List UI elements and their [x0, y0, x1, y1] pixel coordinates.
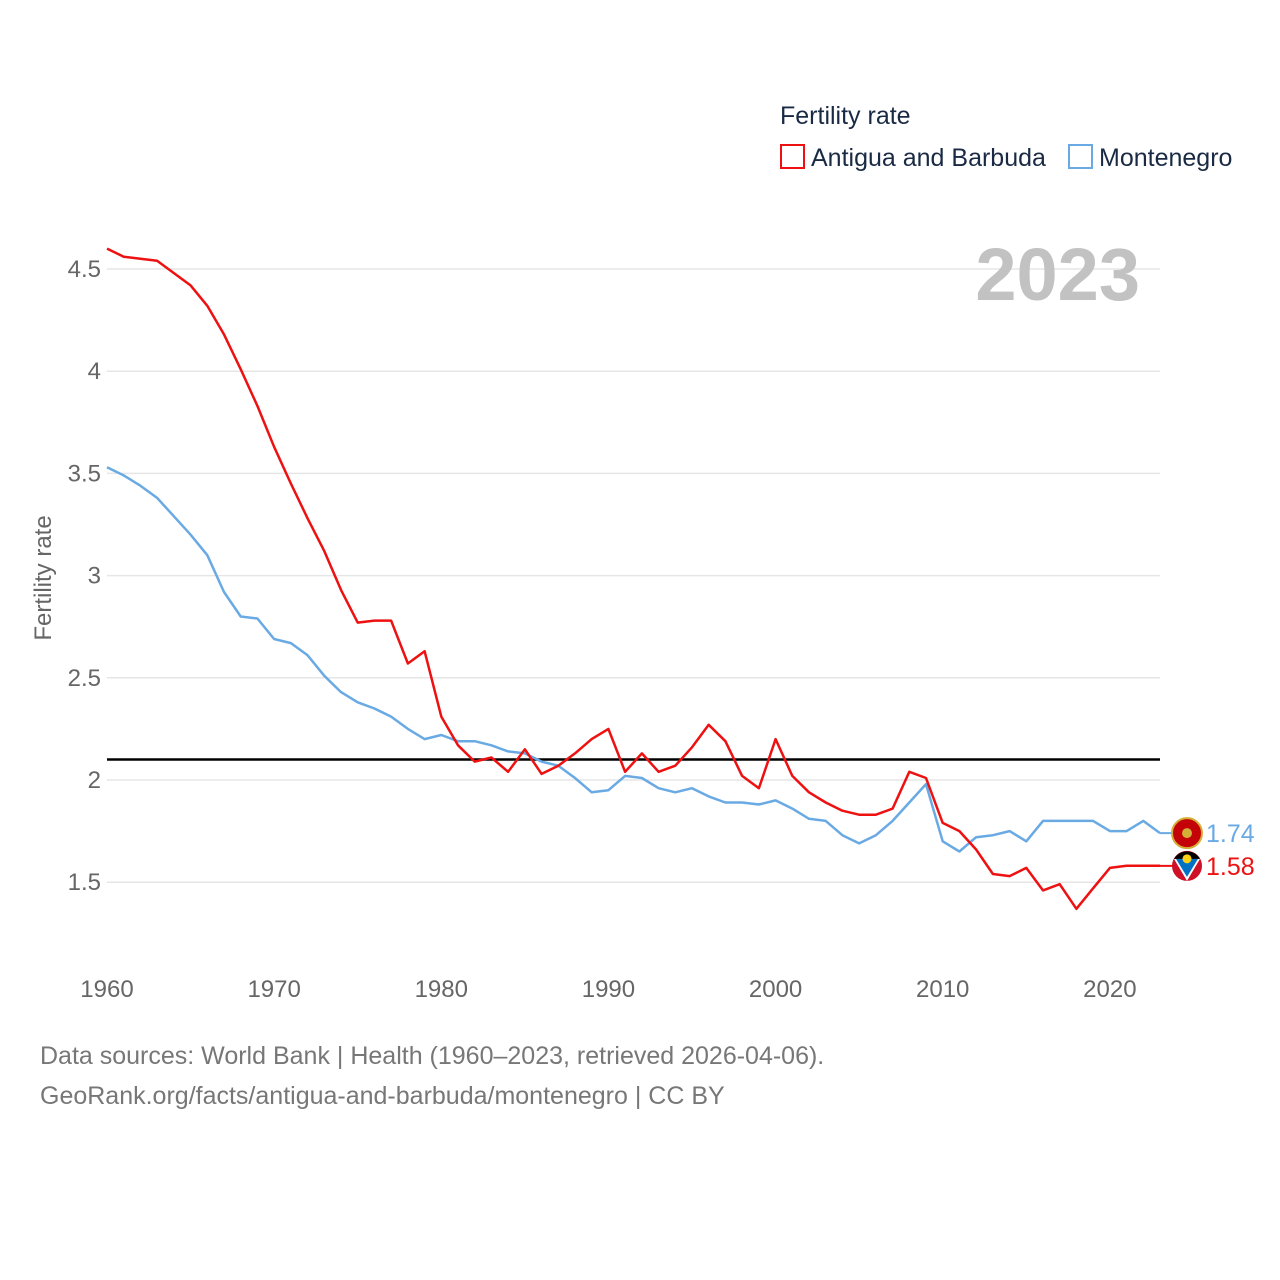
- end-value-label-montenegro: 1.74: [1206, 820, 1255, 848]
- series-line-montenegro[interactable]: [106, 466, 1161, 853]
- x-tick-label: 1990: [582, 976, 635, 1003]
- x-tick-label: 2010: [916, 976, 969, 1003]
- legend-label-montenegro: Montenegro: [1099, 144, 1232, 172]
- x-tick-label: 1960: [80, 976, 133, 1003]
- series-lines: [106, 247, 1161, 911]
- y-tick-label: 3.5: [68, 460, 101, 487]
- y-axis-title: Fertility rate: [30, 515, 57, 640]
- y-tick-label: 4: [88, 358, 101, 385]
- y-tick-label: 2.5: [68, 665, 101, 692]
- legend-title: Fertility rate: [780, 102, 911, 130]
- x-tick-label: 2020: [1083, 976, 1136, 1003]
- flag-icon-antigua-and-barbuda: [1172, 850, 1202, 881]
- legend-swatch-antigua-and-barbuda: [780, 144, 805, 169]
- gridlines: [107, 268, 1160, 883]
- legend-item-montenegro[interactable]: Montenegro: [1068, 144, 1232, 172]
- end-value-label-antigua-and-barbuda: 1.58: [1206, 853, 1255, 881]
- y-tick-label: 1.5: [68, 869, 101, 896]
- footer-attribution-line[interactable]: GeoRank.org/facts/antigua-and-barbuda/mo…: [40, 1082, 725, 1110]
- legend-swatch-montenegro: [1068, 144, 1093, 169]
- footer-source-line: Data sources: World Bank | Health (1960–…: [40, 1042, 825, 1070]
- x-tick-label: 2000: [749, 976, 802, 1003]
- y-tick-label: 2: [88, 767, 101, 794]
- legend: Fertility rate Antigua and Barbuda Monte…: [780, 102, 1232, 172]
- y-tick-label: 4.5: [68, 256, 101, 283]
- x-tick-label: 1970: [247, 976, 300, 1003]
- x-tick-label: 1980: [415, 976, 468, 1003]
- series-line-antigua-and-barbuda[interactable]: [106, 247, 1160, 911]
- flag-icon-montenegro: [1171, 817, 1203, 850]
- legend-label-antigua-and-barbuda: Antigua and Barbuda: [811, 144, 1046, 172]
- year-label: 2023: [975, 233, 1140, 316]
- fertility-rate-chart: 1.5 2 2.5 3 3.5 4 4.5 1960 1970 1980 1990 2000 2010…: [30, 102, 1255, 1003]
- series-end-markers: 1.58 1.74: [1160, 817, 1255, 881]
- y-axis-ticks: 1.5 2 2.5 3 3.5 4 4.5: [68, 256, 101, 896]
- x-axis-ticks: 1960 1970 1980 1990 2000 2010 2020: [80, 976, 1136, 1003]
- y-tick-label: 3: [88, 563, 101, 590]
- legend-item-antigua-and-barbuda[interactable]: Antigua and Barbuda: [780, 144, 1046, 172]
